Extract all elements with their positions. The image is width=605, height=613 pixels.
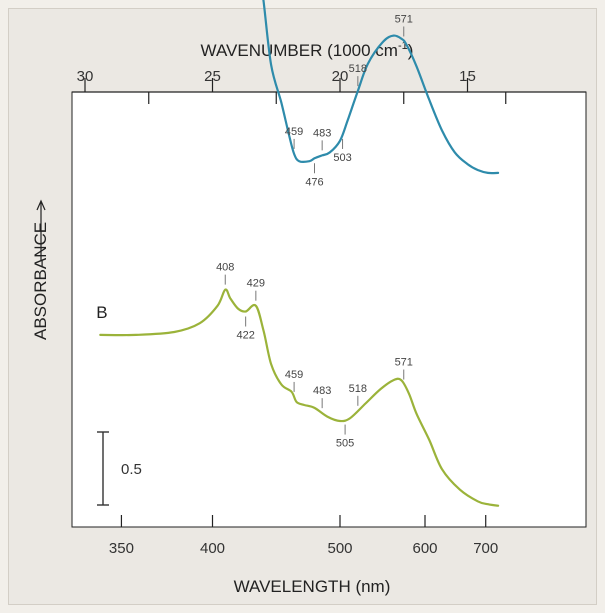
annotation-label: 459: [285, 126, 303, 138]
series-B-line: [99, 288, 500, 507]
annotation-label: 429: [247, 278, 265, 290]
scale-bar: 0.5: [97, 431, 142, 506]
annotation-label: 503: [333, 152, 351, 164]
y-axis-title: ABSORBANCE: [31, 222, 50, 340]
annotation-label: 505: [336, 438, 354, 450]
top-tick-label: 25: [204, 68, 221, 85]
annotation-label: 571: [395, 13, 413, 25]
series-B: B 408 422 429 459 483 505 518 571: [96, 262, 500, 507]
bottom-axis-title: WAVELENGTH (nm): [234, 577, 391, 596]
annotation-label: 518: [349, 63, 367, 75]
annotation-label: 483: [313, 385, 331, 397]
series-B-label: B: [96, 303, 107, 322]
series-A: A408422429459476483503518571: [262, 0, 500, 188]
top-axis-ticks: 30 25 20 15: [77, 68, 507, 104]
annotation-label: 476: [305, 176, 323, 188]
top-tick-label: 15: [459, 68, 476, 85]
top-tick-label: 20: [332, 68, 349, 85]
annotation-label: 459: [285, 369, 303, 381]
bottom-tick-label: 350: [109, 540, 134, 557]
annotation-label: 483: [313, 127, 331, 139]
plot-area: [71, 91, 587, 528]
scale-bar-label: 0.5: [121, 461, 142, 478]
series-A-line: [262, 0, 500, 175]
bottom-tick-label: 600: [412, 540, 437, 557]
y-axis-title-group: ABSORBANCE: [31, 199, 50, 340]
bottom-axis-ticks: 350 400 500 600 700: [109, 515, 498, 557]
top-tick-label: 30: [77, 68, 94, 85]
bottom-tick-label: 400: [200, 540, 225, 557]
annotation-label: 518: [349, 383, 367, 395]
annotation-label: 571: [395, 357, 413, 369]
annotation-label: 422: [236, 330, 254, 342]
annotation-label: 408: [216, 262, 234, 274]
series-layer: A408422429459476483503518571B40842242945…: [96, 0, 500, 507]
y-axis-arrow-head: [36, 199, 46, 211]
bottom-tick-label: 500: [327, 540, 352, 557]
bottom-tick-label: 700: [473, 540, 498, 557]
